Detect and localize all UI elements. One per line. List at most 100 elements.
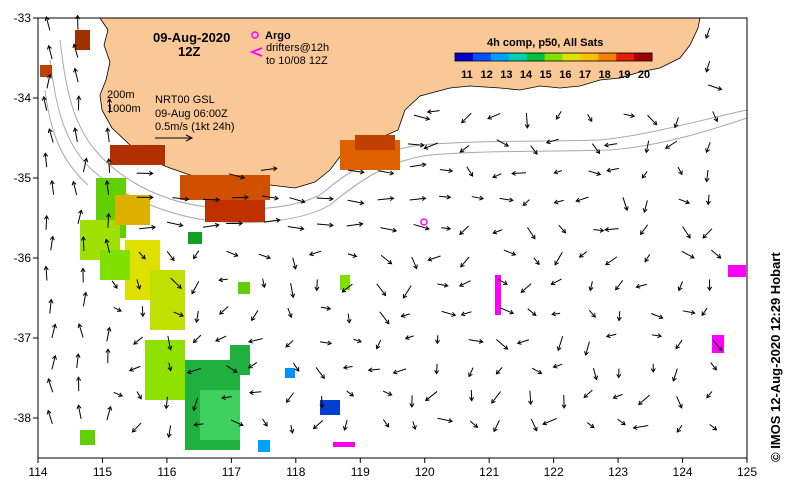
current-vector-head (706, 393, 711, 399)
current-vector (546, 138, 559, 144)
current-vector (45, 16, 51, 31)
drifter-legend-line2: to 10/08 12Z (266, 55, 328, 67)
current-vector (316, 197, 333, 200)
current-vector (106, 128, 110, 143)
current-vector-head (151, 224, 157, 230)
current-vector-head (504, 142, 509, 147)
current-vector (413, 114, 430, 120)
current-vector-head (599, 227, 605, 233)
current-vector-head (341, 288, 347, 293)
current-vector (554, 199, 564, 204)
current-vector-head (167, 366, 173, 372)
current-vector (585, 341, 590, 356)
argo-float-marker (420, 218, 428, 226)
current-vector (219, 306, 229, 315)
colorbar-tick-label: 16 (559, 69, 571, 81)
current-vector (129, 365, 141, 371)
current-vector (173, 311, 184, 317)
colorbar-swatch (634, 53, 653, 61)
current-vector-head (359, 200, 365, 206)
current-vector (459, 225, 469, 235)
current-vector-head (552, 363, 558, 369)
colorbar-ticks: 11 12 13 14 15 16 17 18 19 20 (461, 69, 650, 81)
current-vector-head (522, 201, 528, 207)
current-vector (617, 418, 626, 426)
current-vector-head (650, 368, 656, 373)
current-vector-head (460, 311, 466, 317)
current-vector (72, 181, 78, 196)
colorbar-tick-label: 11 (461, 69, 473, 81)
current-vector (633, 424, 649, 429)
current-vector (706, 391, 713, 399)
current-vector-head (713, 117, 719, 123)
current-vector (47, 378, 54, 393)
current-vector (441, 227, 451, 230)
current-vector (172, 197, 189, 200)
current-vector (638, 394, 650, 405)
current-vector-head (308, 251, 314, 257)
current-vector (49, 299, 52, 314)
current-vector (347, 169, 364, 173)
current-vector-head (545, 139, 551, 145)
current-vector (45, 266, 48, 281)
current-vector-head (131, 427, 137, 433)
current-vector (525, 112, 528, 128)
current-vector-head (248, 390, 254, 395)
current-vector (321, 396, 323, 408)
current-vector (681, 250, 695, 259)
current-vector (424, 142, 439, 149)
current-vector (604, 143, 618, 147)
current-vector (641, 171, 648, 179)
current-vector (107, 213, 110, 228)
current-vector-head (275, 217, 281, 223)
current-vector-head (583, 393, 589, 398)
current-vector (382, 390, 392, 396)
current-vector-head (644, 257, 649, 263)
current-vector (251, 310, 259, 321)
current-vector-head (542, 420, 548, 426)
current-vector-head (290, 293, 296, 299)
analysis-datetime: 09-Aug 06:00Z (155, 108, 228, 120)
current-vector-head (516, 340, 522, 345)
current-vector (441, 310, 456, 316)
current-vector-head (232, 368, 238, 373)
current-vector-head (43, 152, 49, 158)
current-vector-head (289, 429, 295, 434)
colorbar-tick-label: 14 (520, 69, 533, 81)
current-vector-head (329, 222, 334, 228)
current-vector-head (606, 167, 611, 173)
current-vector-head (113, 284, 118, 289)
current-vector (401, 313, 410, 317)
current-vector (460, 256, 470, 268)
current-vector-head (665, 144, 670, 149)
current-vector (77, 210, 82, 225)
current-vector (613, 393, 623, 399)
current-vector (675, 339, 683, 349)
current-vector-head (493, 427, 498, 433)
current-vector-head (72, 43, 78, 49)
y-axis-ticks: -33 -34 -35 -36 -37 -38 (14, 11, 38, 425)
current-vector (461, 112, 472, 124)
current-vector-head (705, 148, 710, 154)
current-vector (605, 256, 618, 266)
current-vector (647, 114, 658, 126)
current-vector-head (78, 209, 83, 215)
current-vector (111, 280, 118, 289)
current-vector (290, 283, 294, 298)
colorbar-swatch (472, 53, 492, 61)
current-vector-head (104, 180, 110, 185)
map-time: 12Z (178, 44, 200, 59)
current-vector (263, 219, 280, 223)
current-vector-head (167, 345, 173, 351)
current-vector (586, 422, 595, 429)
current-vector-head (553, 199, 559, 205)
current-vector (248, 362, 258, 369)
current-vector (487, 113, 501, 120)
current-vector-head (140, 312, 146, 318)
current-vector (106, 327, 111, 342)
current-vector (469, 420, 478, 428)
current-vector-head (561, 228, 567, 234)
y-tick-label: -36 (14, 251, 32, 265)
current-vector (551, 278, 562, 285)
